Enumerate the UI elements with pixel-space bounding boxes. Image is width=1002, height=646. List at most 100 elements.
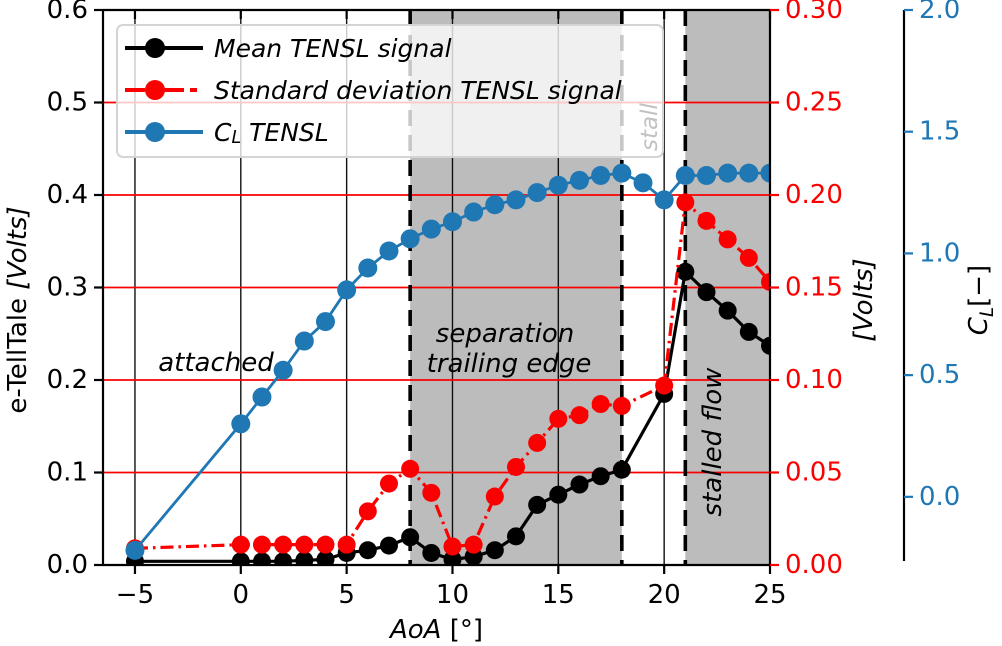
data-point — [654, 190, 674, 210]
legend-item-0: Mean TENSL signal — [125, 34, 452, 63]
data-point — [358, 541, 377, 560]
data-point — [337, 280, 357, 300]
data-point — [252, 535, 271, 554]
y-left-tick-label: 0.2 — [47, 365, 88, 395]
data-point — [421, 219, 441, 239]
data-point — [506, 190, 526, 210]
y-left-tick-label: 0.4 — [47, 180, 88, 210]
legend-label: Mean TENSL signal — [214, 34, 452, 63]
data-point — [316, 550, 335, 565]
legend: Mean TENSL signal Standard deviation TENS… — [116, 24, 664, 158]
legend-label: CL TENSL — [214, 118, 329, 149]
data-point — [358, 258, 378, 278]
x-tick-label: 25 — [753, 580, 786, 610]
y-right-axis-label: [Volts] — [849, 258, 879, 341]
data-point — [252, 387, 272, 407]
y-right-tick-label: 0.00 — [785, 550, 843, 580]
data-point — [274, 552, 293, 565]
data-point — [358, 502, 377, 521]
data-point — [401, 459, 420, 478]
data-point — [655, 376, 674, 395]
y-left-tick-label: 0.5 — [47, 88, 88, 118]
cl-axis-label: CL[−] — [964, 265, 998, 335]
data-point — [570, 475, 589, 494]
x-axis-label: AoA [°] — [388, 615, 483, 645]
cl-axis-tick-label: 0.0 — [919, 482, 960, 512]
data-point — [612, 163, 632, 183]
data-point — [591, 467, 610, 486]
cl-axis-tick-label: 1.5 — [919, 117, 960, 147]
y-left-tick-label: 0.1 — [47, 458, 88, 488]
data-point — [697, 211, 716, 230]
cl-axis-tick-label: 1.0 — [919, 238, 960, 268]
data-point — [696, 166, 716, 186]
series-markers-1 — [125, 193, 770, 558]
data-point — [337, 535, 356, 554]
cl-axis-tick-label: 0.5 — [919, 360, 960, 390]
legend-label: Standard deviation TENSL signal — [214, 76, 622, 105]
data-point — [718, 301, 737, 320]
annotation-separation: separation — [436, 319, 574, 349]
legend-item-2: CL TENSL — [125, 118, 329, 149]
data-point — [506, 527, 525, 546]
data-point — [506, 457, 525, 476]
data-point — [675, 166, 695, 186]
data-point — [633, 173, 653, 193]
data-point — [718, 230, 737, 249]
y-left-tick-label: 0.6 — [47, 0, 88, 25]
y-right-tick-label: 0.05 — [785, 458, 843, 488]
y-right-tick-label: 0.15 — [785, 273, 843, 303]
annotation-stall: stall — [637, 102, 663, 150]
cl-axis-tick-label: 2.0 — [919, 0, 960, 25]
data-point — [274, 535, 293, 554]
data-point — [485, 541, 504, 560]
data-point — [464, 202, 484, 222]
data-point — [761, 336, 770, 355]
data-point — [676, 262, 695, 281]
data-point — [252, 552, 271, 565]
data-point — [760, 163, 770, 183]
legend-sample-marker — [145, 80, 165, 100]
x-tick-label: 5 — [338, 580, 355, 610]
data-point — [315, 312, 335, 332]
data-point — [231, 414, 251, 434]
data-point — [379, 241, 399, 261]
data-point — [401, 528, 420, 547]
data-point — [294, 331, 314, 351]
data-point — [612, 396, 631, 415]
data-point — [442, 212, 462, 232]
y-right-tick-label: 0.10 — [785, 365, 843, 395]
annotation-trailing-edge: trailing edge — [427, 349, 592, 379]
legend-sample-marker — [145, 122, 165, 142]
data-point — [273, 360, 293, 380]
data-point — [718, 163, 738, 183]
series-markers-0 — [125, 262, 770, 565]
series-layer — [125, 163, 770, 565]
data-point — [548, 175, 568, 195]
legend-sample-marker — [145, 38, 165, 58]
data-point — [527, 183, 547, 203]
data-point — [570, 406, 589, 425]
x-tick-label: 20 — [648, 580, 681, 610]
data-point — [231, 552, 250, 565]
data-point — [739, 163, 759, 183]
data-point — [464, 535, 483, 554]
y-right-tick-label: 0.30 — [785, 0, 843, 25]
y-left-tick-label: 0.3 — [47, 273, 88, 303]
data-point — [422, 483, 441, 502]
data-point — [400, 229, 420, 249]
data-point — [569, 170, 589, 190]
y-left-tick-label: 0.0 — [47, 550, 88, 580]
data-point — [612, 460, 631, 479]
data-point — [295, 535, 314, 554]
data-point — [739, 248, 758, 267]
data-point — [379, 536, 398, 555]
x-tick-label: 10 — [436, 580, 469, 610]
annotation-stalled-flow: stalled flow — [698, 367, 728, 517]
y-right-tick-label: 0.20 — [785, 180, 843, 210]
x-tick-label: −5 — [116, 580, 154, 610]
y-left-axis-label: e-TellTale [Volts] — [3, 206, 33, 413]
data-point — [528, 495, 547, 514]
